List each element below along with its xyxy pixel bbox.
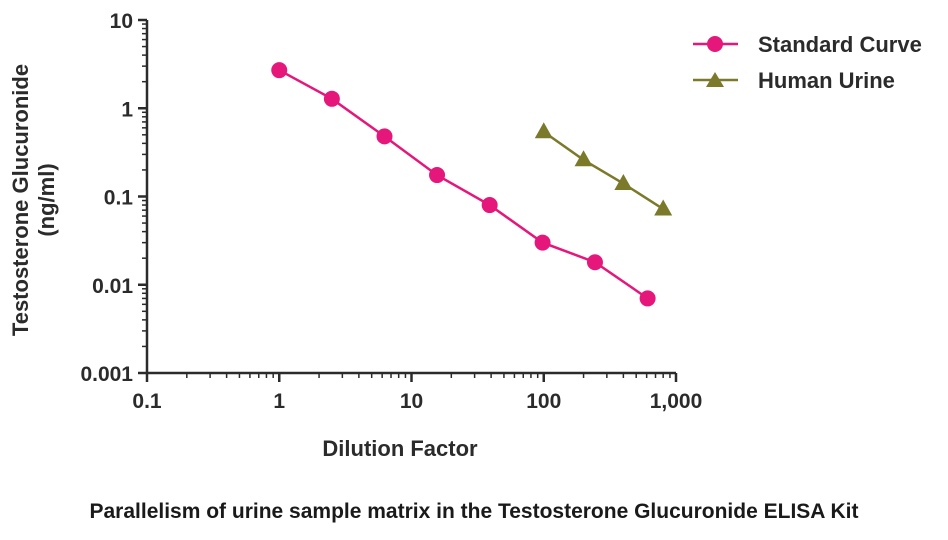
series-line-human-urine: [543, 130, 664, 211]
data-point-standard-curve: [271, 62, 288, 79]
legend-label-human-urine: Human Urine: [758, 68, 895, 93]
series-line-standard-curve: [278, 69, 649, 300]
data-point-standard-curve: [323, 90, 340, 107]
data-point-standard-curve: [534, 234, 551, 251]
legend: Standard Curve Human Urine: [693, 32, 922, 93]
y-tick-label: 0.001: [80, 363, 133, 386]
x-tick-label: 10: [400, 390, 423, 413]
chart: 0.1 1 10 100 1,000 0.001 0.01 0.1 1 10 Dilution F…: [8, 10, 922, 461]
x-tick-label: 100: [526, 390, 561, 413]
x-tick-label: 0.1: [132, 390, 162, 413]
legend-entry-standard-curve: Standard Curve: [693, 32, 922, 57]
data-point-human-urine: [654, 199, 673, 216]
legend-label-standard-curve: Standard Curve: [758, 32, 922, 57]
data-point-human-urine: [574, 150, 593, 167]
x-tick-label: 1: [273, 390, 285, 413]
legend-marker-human-urine: [706, 72, 724, 87]
tick-labels: 0.1 1 10 100 1,000 0.001 0.01 0.1 1 10: [80, 10, 702, 413]
ticks: [138, 18, 678, 382]
y-axis-title-line2: (ng/ml): [34, 163, 59, 236]
data-point-standard-curve: [586, 254, 603, 271]
y-tick-label: 0.1: [104, 187, 134, 210]
x-axis-title: Dilution Factor: [322, 436, 478, 461]
data-point-human-urine: [614, 174, 633, 191]
data-point-standard-curve: [639, 290, 656, 307]
x-tick-label: 1,000: [650, 390, 703, 413]
legend-entry-human-urine: Human Urine: [693, 68, 895, 93]
data-point-human-urine: [534, 122, 553, 139]
figure-caption: Parallelism of urine sample matrix in th…: [89, 500, 859, 523]
y-axis-title-line1: Testosterone Glucuronide: [8, 64, 33, 336]
legend-marker-standard-curve: [707, 36, 723, 52]
data-point-standard-curve: [481, 197, 498, 214]
y-tick-label: 0.01: [92, 275, 133, 298]
y-tick-label: 1: [121, 98, 133, 121]
series-layer: [271, 62, 673, 307]
y-tick-label: 10: [110, 10, 133, 33]
data-point-standard-curve: [376, 128, 393, 145]
data-point-standard-curve: [429, 167, 446, 184]
axes: [145, 20, 676, 375]
